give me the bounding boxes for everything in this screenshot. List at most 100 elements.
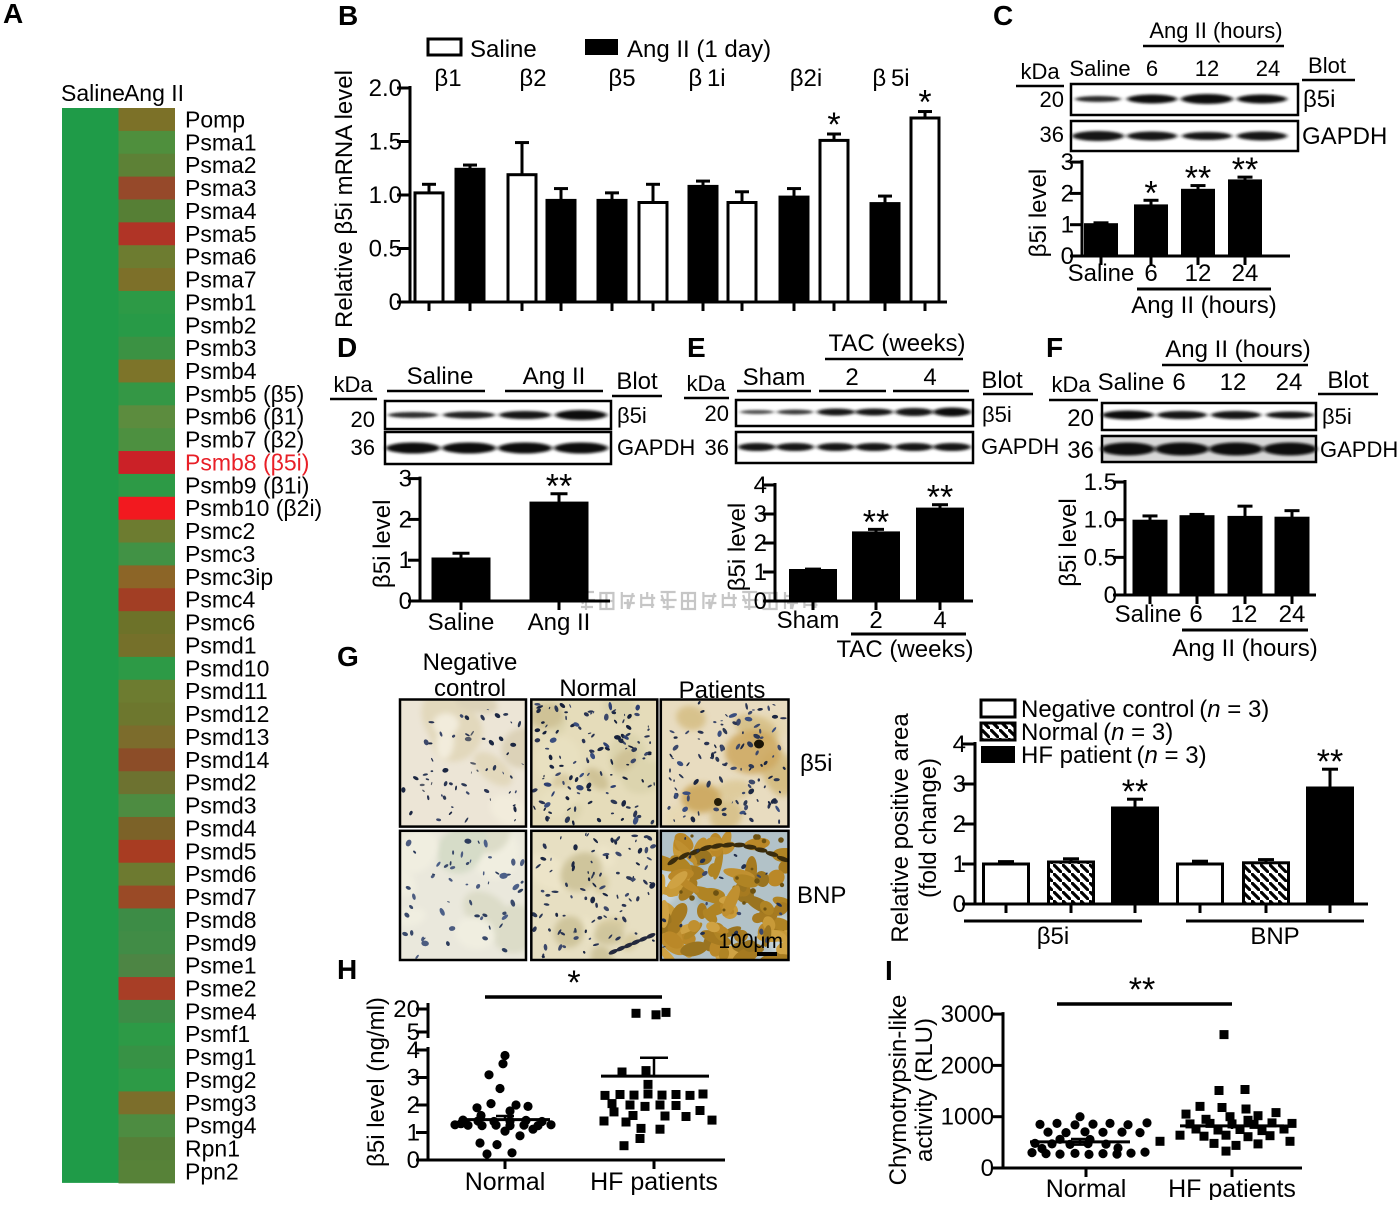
svg-text:Sham: Sham xyxy=(777,607,840,634)
svg-text:Psma4: Psma4 xyxy=(185,198,257,224)
svg-text:**: ** xyxy=(1129,971,1155,1009)
svg-text:Psma1: Psma1 xyxy=(185,129,257,155)
svg-text:Psmb3: Psmb3 xyxy=(185,335,257,361)
svg-text:β5i level: β5i level xyxy=(369,500,396,589)
svg-text:6: 6 xyxy=(1172,369,1185,396)
svg-text:Ang II: Ang II xyxy=(528,609,591,636)
svg-text:Psmd12: Psmd12 xyxy=(185,701,269,727)
svg-text:B: B xyxy=(338,0,358,31)
svg-text:Psme4: Psme4 xyxy=(185,998,257,1024)
svg-text:2: 2 xyxy=(845,364,858,391)
svg-text:Psmb5 (β5): Psmb5 (β5) xyxy=(185,381,304,407)
svg-text:GAPDH: GAPDH xyxy=(1302,123,1387,150)
svg-text:kDa: kDa xyxy=(333,372,373,397)
svg-text:2: 2 xyxy=(399,506,412,533)
svg-text:Ang II: Ang II xyxy=(523,363,586,390)
svg-text:GAPDH: GAPDH xyxy=(617,435,695,460)
svg-text:TAC (weeks): TAC (weeks) xyxy=(829,330,966,357)
svg-text:Saline: Saline xyxy=(1098,369,1165,396)
svg-text:Rpn1: Rpn1 xyxy=(185,1136,240,1162)
svg-text:Blot: Blot xyxy=(1327,367,1369,394)
svg-text:Psmd1: Psmd1 xyxy=(185,632,257,658)
svg-text:Normal: Normal xyxy=(1046,1175,1127,1200)
svg-text:Psmd8: Psmd8 xyxy=(185,907,257,933)
svg-text:Psmd10: Psmd10 xyxy=(185,655,269,681)
svg-text:Pomp: Pomp xyxy=(185,106,245,132)
svg-text:Saline: Saline xyxy=(470,36,537,63)
svg-text:0: 0 xyxy=(389,289,402,316)
svg-text:β5i: β5i xyxy=(1322,404,1352,429)
svg-text:GAPDH: GAPDH xyxy=(981,434,1059,459)
svg-text:**: ** xyxy=(1232,151,1258,189)
svg-text:Psmd6: Psmd6 xyxy=(185,861,257,887)
svg-text:4: 4 xyxy=(923,364,936,391)
svg-text:Psmd5: Psmd5 xyxy=(185,838,257,864)
svg-text:**: ** xyxy=(546,468,572,506)
svg-text:Relative positive area: Relative positive area xyxy=(887,713,914,943)
svg-text:Psmb4: Psmb4 xyxy=(185,358,257,384)
svg-text:β1: β1 xyxy=(434,65,461,92)
svg-text:Negative control (n = 3): Negative control (n = 3) xyxy=(1021,696,1269,723)
svg-text:Psme2: Psme2 xyxy=(185,975,257,1001)
svg-text:1000: 1000 xyxy=(941,1104,994,1131)
svg-text:HF patients: HF patients xyxy=(590,1168,718,1196)
svg-text:(fold change): (fold change) xyxy=(915,758,942,898)
svg-text:0.5: 0.5 xyxy=(369,236,402,263)
svg-text:1: 1 xyxy=(407,1120,420,1147)
svg-text:Chymotrypsin-like: Chymotrypsin-like xyxy=(885,995,912,1186)
svg-text:Psmd13: Psmd13 xyxy=(185,724,269,750)
svg-text:BNP: BNP xyxy=(797,882,846,909)
svg-text:2: 2 xyxy=(869,607,882,634)
svg-text:Psmd14: Psmd14 xyxy=(185,747,270,773)
svg-text:Psmg2: Psmg2 xyxy=(185,1067,257,1093)
svg-text:activity (RLU): activity (RLU) xyxy=(911,1018,938,1162)
svg-text:20: 20 xyxy=(1040,87,1064,112)
svg-text:20: 20 xyxy=(351,407,375,432)
svg-text:1.5: 1.5 xyxy=(1084,469,1117,496)
svg-text:β 1i: β 1i xyxy=(688,65,725,92)
svg-text:Psmd3: Psmd3 xyxy=(185,793,257,819)
svg-text:H: H xyxy=(337,954,357,985)
svg-text:Psmc4: Psmc4 xyxy=(185,587,256,613)
svg-text:Psmd2: Psmd2 xyxy=(185,770,257,796)
svg-text:3: 3 xyxy=(754,501,767,528)
svg-text:36: 36 xyxy=(351,435,375,460)
svg-text:Psmg1: Psmg1 xyxy=(185,1044,257,1070)
svg-text:0: 0 xyxy=(1061,243,1074,270)
svg-text:β5i: β5i xyxy=(982,402,1012,427)
svg-text:β5i: β5i xyxy=(1037,923,1069,950)
svg-text:C: C xyxy=(993,0,1013,31)
svg-text:Psmd7: Psmd7 xyxy=(185,884,257,910)
svg-text:Psma5: Psma5 xyxy=(185,221,257,247)
svg-text:3000: 3000 xyxy=(941,1001,994,1028)
svg-text:*: * xyxy=(918,84,931,122)
svg-text:Saline: Saline xyxy=(1115,601,1182,628)
svg-text:20: 20 xyxy=(1067,405,1094,432)
svg-text:Ang II: Ang II xyxy=(124,80,184,106)
svg-text:2: 2 xyxy=(953,811,966,838)
svg-text:Psmc6: Psmc6 xyxy=(185,610,255,636)
svg-text:1.5: 1.5 xyxy=(369,129,402,156)
svg-text:3: 3 xyxy=(953,771,966,798)
svg-text:2.0: 2.0 xyxy=(369,75,402,102)
svg-text:2000: 2000 xyxy=(941,1052,994,1079)
svg-text:Psma3: Psma3 xyxy=(185,175,257,201)
svg-text:24: 24 xyxy=(1276,369,1303,396)
svg-text:E: E xyxy=(687,332,706,363)
svg-text:Psma6: Psma6 xyxy=(185,244,257,270)
svg-text:12: 12 xyxy=(1195,56,1219,81)
svg-text:4: 4 xyxy=(407,1037,420,1064)
svg-text:2: 2 xyxy=(1061,180,1074,207)
svg-text:6: 6 xyxy=(1146,56,1158,81)
svg-text:1: 1 xyxy=(1061,212,1074,239)
svg-text:5: 5 xyxy=(407,1019,420,1046)
svg-text:12: 12 xyxy=(1185,260,1212,287)
svg-text:β2: β2 xyxy=(519,65,546,92)
svg-text:6: 6 xyxy=(1189,601,1202,628)
svg-text:24: 24 xyxy=(1232,260,1259,287)
svg-text:*: * xyxy=(827,106,840,144)
svg-text:4: 4 xyxy=(953,731,966,758)
svg-text:24: 24 xyxy=(1256,56,1280,81)
svg-text:Normal: Normal xyxy=(465,1168,546,1196)
svg-text:Psmc3ip: Psmc3ip xyxy=(185,564,273,590)
